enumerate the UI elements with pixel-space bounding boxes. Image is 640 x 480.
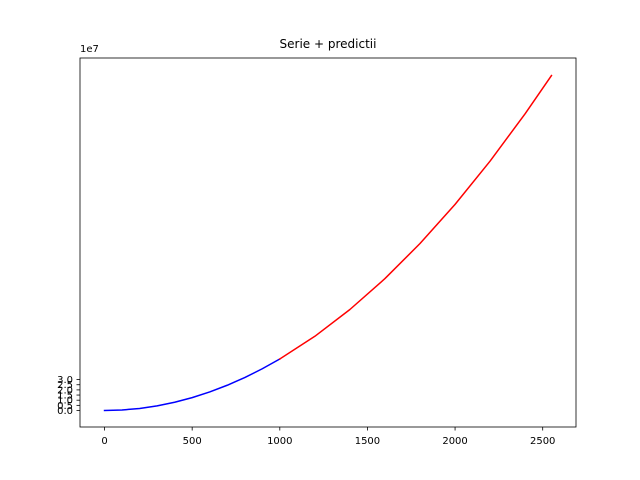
x-tick-label: 0 <box>101 436 107 447</box>
y-axis: 0.00.51.01.52.02.53.0 <box>57 375 80 417</box>
x-tick-label: 1000 <box>267 436 292 447</box>
x-tick-label: 2000 <box>442 436 467 447</box>
chart-title: Serie + predictii <box>280 37 377 51</box>
y-tick-label: 3.0 <box>57 375 73 386</box>
x-tick-label: 2500 <box>530 436 555 447</box>
series-line-2 <box>278 74 553 361</box>
y-tick-label: 0.5 <box>57 401 73 412</box>
x-tick-label: 500 <box>183 436 202 447</box>
x-axis: 0 500 1000 1500 2000 2500 <box>101 427 555 447</box>
y-tick-label: 1.5 <box>57 391 73 402</box>
y-tick-label: 2.0 <box>57 385 73 396</box>
x-tick-label: 1500 <box>355 436 380 447</box>
y-tick-label: 0.0 <box>57 406 73 417</box>
plot-area-frame <box>79 57 577 428</box>
y-axis-offset-label: 1e7 <box>80 44 99 55</box>
series-line-1 <box>103 357 281 412</box>
y-tick-label: 2.5 <box>57 380 73 391</box>
series-layer <box>103 74 553 412</box>
y-tick-label: 1.0 <box>57 396 73 407</box>
